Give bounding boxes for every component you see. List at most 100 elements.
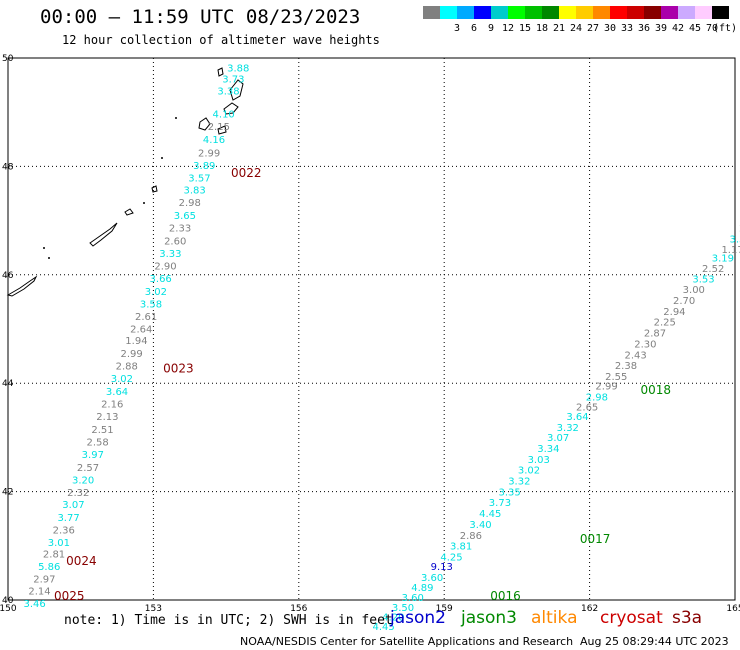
chart-title: 00:00 — 11:59 UTC 08/23/2023: [40, 6, 361, 28]
wave-height-value: 3.88: [227, 64, 249, 75]
wave-height-value: 2.32: [67, 488, 89, 499]
legend-swatch: [610, 6, 627, 19]
wave-height-value: 3.77: [57, 513, 79, 524]
wave-height-value: 3.73: [489, 498, 511, 509]
satellite-cryosat: cryosat: [600, 608, 663, 628]
wave-height-value: 3.66: [150, 274, 172, 285]
legend-swatch: [627, 6, 644, 19]
chart-subtitle: 12 hour collection of altimeter wave hei…: [62, 33, 380, 47]
wave-height-value: 3.35: [498, 487, 520, 498]
pass-label: 0016: [490, 589, 521, 603]
legend-label: 3: [453, 23, 461, 34]
wave-height-value: 2.81: [43, 550, 65, 561]
wave-height-value: 2.25: [654, 318, 676, 329]
pass-label: 0017: [580, 532, 611, 546]
wave-height-value: 3.20: [72, 475, 94, 486]
legend-swatch: [508, 6, 525, 19]
legend-swatch: [678, 6, 695, 19]
wave-height-value: 2.13: [96, 412, 118, 423]
wave-height-value: 2.86: [460, 531, 482, 542]
wave-height-value: 3.19: [712, 253, 734, 264]
x-tick-label: 150: [0, 604, 17, 614]
island-dot: [175, 117, 177, 119]
legend-swatch: [712, 6, 729, 19]
wave-height-value: 2.64: [130, 324, 152, 335]
wave-height-value: 3.01: [48, 538, 70, 549]
wave-height-value: 3.64: [106, 387, 128, 398]
wave-height-value: 3.83: [183, 186, 205, 197]
coastline: [124, 208, 134, 216]
wave-height-value: 2.58: [87, 438, 109, 449]
y-tick-label: 50: [2, 54, 14, 64]
legend-swatch: [457, 6, 474, 19]
x-tick-label: 153: [145, 604, 162, 614]
generated-timestamp: Aug 25 08:29:44 UTC 2023: [580, 635, 729, 648]
wave-height-value: 2.87: [644, 329, 666, 340]
x-tick-label: 165: [726, 604, 740, 614]
y-tick-label: 42: [2, 488, 13, 498]
island-dot: [43, 247, 45, 249]
wave-height-value: 9.13: [431, 562, 453, 573]
wave-height-value: 2.52: [702, 264, 724, 275]
wave-height-value: 2.33: [169, 223, 191, 234]
legend-unit: (ft): [713, 23, 738, 34]
legend-label: 12: [501, 23, 515, 34]
wave-height-value: 1.17: [721, 245, 740, 256]
wave-height-value: 3.07: [547, 433, 569, 444]
wave-height-value: 3.65: [174, 211, 196, 222]
wave-height-value: 2.55: [605, 372, 627, 383]
legend-swatch: [525, 6, 542, 19]
wave-height-value: 2.16: [101, 400, 123, 411]
y-tick-label: 48: [2, 162, 14, 172]
wave-height-value: 3.34: [537, 444, 559, 455]
wave-height-value: 2.99: [198, 149, 220, 160]
legend-swatch: [491, 6, 508, 19]
satellite-s3a: s3a: [672, 608, 703, 628]
pass-label: 0024: [66, 554, 97, 568]
wave-height-value: 2.14: [28, 587, 50, 598]
y-tick-label: 44: [2, 379, 14, 389]
island-dot: [143, 202, 145, 204]
wave-height-value: 2.51: [91, 425, 113, 436]
legend-label: 70: [705, 23, 719, 34]
wave-height-value: 2.97: [33, 575, 55, 586]
legend-label: 21: [552, 23, 566, 34]
legend-label: 36: [637, 23, 651, 34]
wave-height-value: 3.60: [421, 573, 443, 584]
legend-label: 15: [518, 23, 532, 34]
x-tick-label: 159: [436, 604, 453, 614]
coastline: [151, 185, 158, 193]
coastline: [217, 67, 224, 77]
legend-label: 45: [688, 23, 702, 34]
legend-label: 33: [620, 23, 634, 34]
wave-height-value: 2.88: [116, 362, 138, 373]
wave-height-value: 3.89: [193, 161, 215, 172]
wave-height-value: 3.32: [508, 477, 530, 488]
legend-swatch: [440, 6, 457, 19]
legend-label: 30: [603, 23, 617, 34]
wave-height-value: 2.98: [179, 198, 201, 209]
wave-height-value: 3.32: [557, 423, 579, 434]
wave-height-value: 2.60: [164, 236, 186, 247]
wave-height-value: 3.58: [140, 299, 162, 310]
coastline: [89, 222, 118, 247]
coastline: [6, 275, 38, 297]
wave-height-value: 2.90: [154, 261, 176, 272]
coastline: [229, 79, 244, 101]
wave-height-value: 2.65: [576, 402, 598, 413]
wave-height-value: 3.07: [62, 500, 84, 511]
legend-label: 39: [654, 23, 668, 34]
wave-height-value: 3.81: [450, 542, 472, 553]
satellite-jason3: jason3: [461, 608, 517, 628]
coastline: [198, 117, 211, 131]
wave-height-value: 2.30: [634, 339, 656, 350]
wave-height-value: 3.40: [469, 520, 491, 531]
pass-label: 0023: [163, 361, 194, 375]
legend-swatch: [644, 6, 661, 19]
wave-height-value: 3.02: [518, 466, 540, 477]
wave-height-value: 4.89: [411, 583, 433, 594]
wave-height-value: 3.73: [222, 74, 244, 85]
legend-swatch: [542, 6, 559, 19]
wave-height-value: 2.98: [586, 393, 608, 404]
